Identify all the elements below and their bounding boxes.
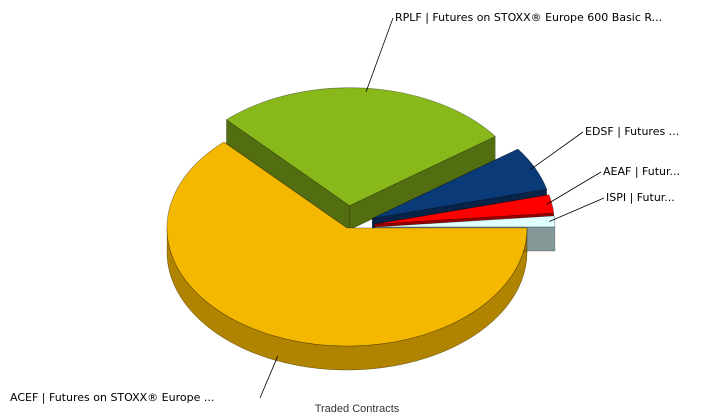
slice-label: EDSF | Futures ... bbox=[585, 125, 679, 138]
slice-label: RPLF | Futures on STOXX® Europe 600 Basi… bbox=[395, 11, 662, 24]
slice bbox=[166, 141, 528, 347]
leader-line bbox=[530, 131, 584, 171]
chart-title: Traded Contracts bbox=[315, 403, 400, 415]
slice bbox=[374, 215, 556, 228]
slice bbox=[372, 148, 548, 219]
leader-line bbox=[365, 17, 394, 92]
slice bbox=[225, 87, 496, 207]
leader-line bbox=[259, 356, 279, 399]
slice-label: ISPI | Futur... bbox=[606, 191, 675, 204]
slice-label: AEAF | Futur... bbox=[603, 165, 680, 178]
leader-line bbox=[549, 197, 605, 222]
slice bbox=[374, 194, 555, 225]
leader-line bbox=[546, 171, 602, 205]
slice-label: ACEF | Futures on STOXX® Europe ... bbox=[10, 391, 214, 404]
